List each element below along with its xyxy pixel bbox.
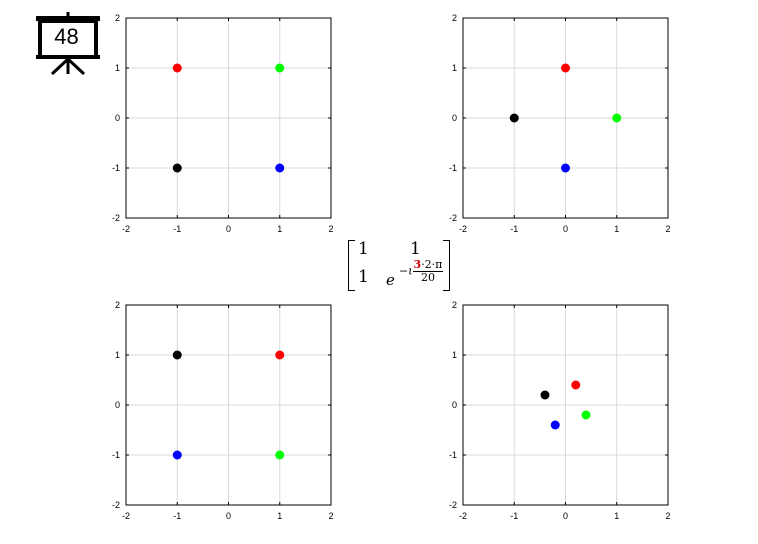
data-point-blue [275, 163, 285, 173]
y-tick-label: 0 [115, 400, 120, 410]
matrix-r1c1: 1 [358, 239, 369, 259]
y-tick-label: -1 [449, 450, 457, 460]
matrix-r1c2: 1 [410, 239, 421, 259]
scatter-plot-3: -2 -1 0 1 2 -2 -1 0 1 2 [112, 300, 334, 521]
data-point-black [172, 163, 182, 173]
x-tick-label: 1 [614, 224, 619, 234]
data-point-black [172, 350, 182, 360]
y-tick-label: -1 [112, 163, 120, 173]
data-point-red [275, 350, 285, 360]
data-point-green [581, 410, 591, 420]
y-tick-label: -1 [112, 450, 120, 460]
y-tick-label: 0 [115, 113, 120, 123]
data-point-red [571, 380, 581, 390]
exponent-numerator-rest: ·2·π [421, 258, 443, 271]
y-tick-label: 1 [115, 63, 120, 73]
data-point-green [612, 113, 622, 123]
x-tick-label: 1 [277, 511, 282, 521]
matrix-r2c2-exponent: −ι 3·2·π 20 [399, 258, 444, 284]
x-tick-label: -2 [459, 224, 467, 234]
matrix-r2c2-base: e [386, 271, 395, 289]
x-tick-label: 2 [328, 511, 333, 521]
y-tick-label: 2 [115, 300, 120, 310]
x-tick-label: -2 [122, 224, 130, 234]
x-tick-label: 1 [614, 511, 619, 521]
y-tick-label: -2 [449, 213, 457, 223]
presentation-icon [32, 10, 104, 82]
x-tick-label: 1 [277, 224, 282, 234]
scatter-plot-1: -2 -1 0 1 2 -2 -1 0 1 2 [112, 13, 334, 234]
x-tick-label: 2 [665, 511, 670, 521]
x-tick-label: -2 [122, 511, 130, 521]
scatter-plot-2: -2 -1 0 1 2 -2 -1 0 1 2 [449, 13, 671, 234]
x-tick-label: -1 [510, 224, 518, 234]
y-tick-label: 1 [115, 350, 120, 360]
exponent-sign: −ι [399, 264, 413, 278]
x-tick-label: 0 [563, 224, 568, 234]
matrix-r2c1: 1 [358, 267, 369, 287]
x-tick-label: -1 [173, 224, 181, 234]
y-tick-label: 2 [452, 300, 457, 310]
data-point-red [172, 63, 182, 73]
x-tick-label: 0 [226, 224, 231, 234]
data-point-blue [172, 450, 182, 460]
y-tick-label: -1 [449, 163, 457, 173]
x-tick-label: -2 [459, 511, 467, 521]
x-tick-label: -1 [173, 511, 181, 521]
y-tick-label: 1 [452, 63, 457, 73]
x-tick-label: 2 [328, 224, 333, 234]
scatter-plot-4: -2 -1 0 1 2 -2 -1 0 1 2 [449, 300, 671, 521]
data-point-black [540, 390, 550, 400]
x-tick-label: -1 [510, 511, 518, 521]
x-tick-label: 2 [665, 224, 670, 234]
matrix-right-bracket [443, 240, 450, 291]
data-point-black [509, 113, 519, 123]
data-point-blue [550, 420, 560, 430]
x-tick-label: 0 [226, 511, 231, 521]
exponent-fraction: 3·2·π 20 [412, 258, 444, 284]
data-point-red [561, 63, 570, 73]
y-tick-label: 2 [115, 13, 120, 23]
y-tick-label: 0 [452, 113, 457, 123]
exponent-numerator: 3·2·π [412, 258, 444, 272]
x-tick-label: 0 [563, 511, 568, 521]
data-point-blue [561, 163, 570, 173]
y-tick-label: 2 [452, 13, 457, 23]
y-tick-label: -2 [449, 500, 457, 510]
y-tick-label: -2 [112, 500, 120, 510]
exponent-denominator: 20 [420, 271, 435, 284]
matrix-left-bracket [348, 240, 355, 291]
y-tick-label: 1 [452, 350, 457, 360]
y-tick-label: 0 [452, 400, 457, 410]
data-point-green [275, 450, 285, 460]
y-tick-label: -2 [112, 213, 120, 223]
exponent-k-highlight: 3 [413, 258, 422, 271]
data-point-green [275, 63, 285, 73]
slide-number: 48 [54, 24, 79, 49]
rotation-matrix: 1 1 1 e −ι 3·2·π 20 [346, 237, 452, 291]
